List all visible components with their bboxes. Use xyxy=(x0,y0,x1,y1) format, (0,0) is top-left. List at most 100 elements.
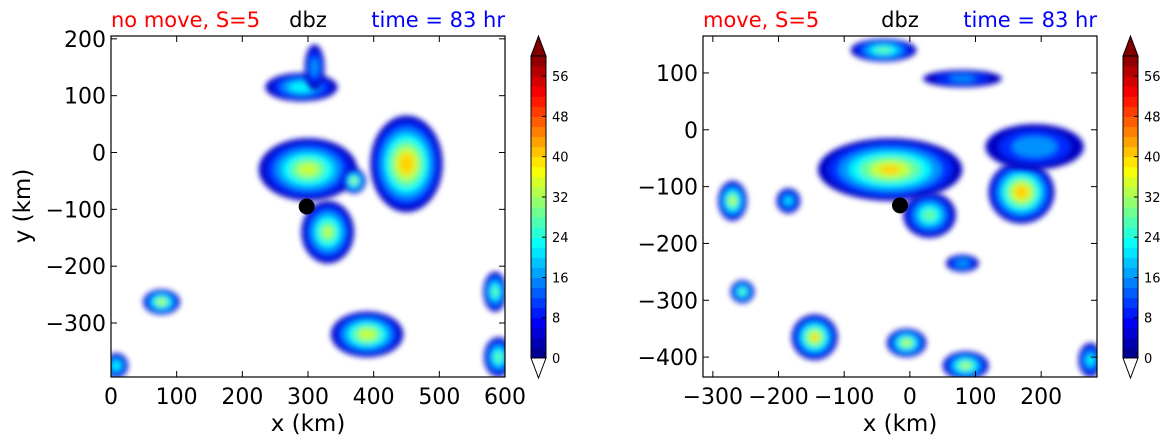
y-tick-label: 0 xyxy=(684,119,698,144)
echo-cell xyxy=(850,38,917,62)
colorbar-segment xyxy=(1123,217,1138,228)
y-tick-label: −100 xyxy=(638,176,698,201)
colorbar-segment xyxy=(531,126,546,138)
colorbar-segment xyxy=(1123,76,1138,87)
colorbar-segment xyxy=(1123,287,1138,299)
colorbar-segment xyxy=(1123,56,1138,67)
y-tick-label: 200 xyxy=(64,28,106,53)
colorbar-segment xyxy=(1123,297,1138,309)
colorbar-segment xyxy=(1123,317,1138,329)
colorbar-segment xyxy=(1123,96,1138,107)
colorbar-segment xyxy=(531,217,546,228)
echo-cell xyxy=(370,115,443,213)
echo-cell xyxy=(342,168,366,194)
echo-cell xyxy=(985,124,1084,170)
x-tick-label: 300 xyxy=(287,385,329,410)
title-left: move, S=5 xyxy=(703,8,819,32)
x-tick-label: −200 xyxy=(748,385,808,410)
colorbar-segment xyxy=(1123,176,1138,188)
echo-cell xyxy=(304,44,325,90)
colorbar-tick-label: 48 xyxy=(1144,110,1161,125)
y-tick-label: −200 xyxy=(638,232,698,257)
colorbar-segment xyxy=(1123,86,1138,97)
colorbar-segment xyxy=(1123,66,1138,77)
x-tick-label: 100 xyxy=(156,385,198,410)
colorbar-segment xyxy=(1123,337,1138,349)
colorbar-segment xyxy=(531,106,546,117)
colorbar-segment xyxy=(1123,207,1138,218)
echo-cell xyxy=(718,180,747,221)
colorbar-segment xyxy=(1123,277,1138,289)
y-tick-label: 100 xyxy=(64,85,106,110)
y-tick-label: −300 xyxy=(638,289,698,314)
x-tick-label: −100 xyxy=(814,385,874,410)
colorbar-extend-max xyxy=(530,34,547,57)
colorbar-tick-label: 40 xyxy=(1144,151,1161,166)
x-tick-label: 500 xyxy=(418,385,460,410)
colorbar-tick-label: 56 xyxy=(1144,70,1161,85)
colorbar-segment xyxy=(531,227,546,238)
x-tick-label: 600 xyxy=(484,385,526,410)
colorbar-segment xyxy=(1123,257,1138,268)
x-tick-label: 0 xyxy=(104,385,118,410)
colorbar-segment xyxy=(531,267,546,278)
colorbar-tick-label: 24 xyxy=(552,231,569,246)
colorbar-segment xyxy=(531,86,546,97)
colorbar-tick-label: 24 xyxy=(1144,231,1161,246)
colorbar-segment xyxy=(531,136,546,148)
colorbar-segment xyxy=(1123,186,1138,198)
y-ticks: 100 0 −100 −200 −300 −400 xyxy=(638,62,1097,371)
colorbar-segment xyxy=(1123,237,1138,248)
colorbar-tick-label: 32 xyxy=(1144,191,1161,206)
x-ticks: 0 100 200 300 400 500 600 xyxy=(104,36,526,410)
colorbar-segment xyxy=(1123,267,1138,278)
echo-cell xyxy=(776,188,801,214)
colorbar-segment xyxy=(1123,247,1138,258)
x-tick-label: −300 xyxy=(683,385,743,410)
echo-cell xyxy=(942,351,989,377)
colorbar-segment xyxy=(531,247,546,258)
colorbar-segment xyxy=(1123,196,1138,208)
echo-cell xyxy=(886,328,927,358)
colorbar-frame xyxy=(530,55,547,359)
echo-cell xyxy=(143,289,180,315)
colorbar-segment xyxy=(531,337,546,349)
echo-cell xyxy=(265,72,338,102)
echo-cell xyxy=(817,138,963,201)
title-right: time = 83 hr xyxy=(371,8,505,32)
title-left: no move, S=5 xyxy=(111,8,260,32)
echo-cell xyxy=(483,337,505,377)
colorbar-segment xyxy=(1123,307,1138,319)
echo-cell xyxy=(903,192,956,238)
y-tick-label: −100 xyxy=(46,198,106,223)
storm-center-marker xyxy=(892,197,908,214)
x-tick-label: 200 xyxy=(221,385,263,410)
colorbar-segment xyxy=(531,287,546,299)
colorbar-segment xyxy=(531,146,546,158)
echo-cell xyxy=(1078,342,1097,377)
y-tick-label: 100 xyxy=(656,62,698,87)
colorbar-segment xyxy=(531,56,546,67)
echo-cell xyxy=(330,311,404,358)
x-tick-label: 0 xyxy=(903,385,917,410)
x-axis-label: x (km) xyxy=(271,411,346,437)
x-tick-label: 400 xyxy=(353,385,395,410)
reflectivity-field xyxy=(718,38,1097,377)
echo-cell xyxy=(111,353,129,377)
colorbar-tick-label: 56 xyxy=(552,70,569,85)
colorbar-segment xyxy=(531,76,546,87)
colorbar-extend-min xyxy=(1122,357,1139,380)
colorbar-segment xyxy=(531,176,546,188)
colorbar-segment xyxy=(531,96,546,107)
colorbar-tick-label: 32 xyxy=(552,191,569,206)
colorbar-segment xyxy=(531,156,546,168)
colorbar-tick-label: 48 xyxy=(552,110,569,125)
title-center: dbz xyxy=(289,8,327,32)
colorbar-segment xyxy=(1123,166,1138,178)
storm-center-marker xyxy=(298,198,315,215)
y-tick-label: −300 xyxy=(46,312,106,337)
colorbar-segment xyxy=(531,237,546,248)
echo-cell xyxy=(258,138,358,201)
colorbar-tick-label: 0 xyxy=(552,352,560,367)
